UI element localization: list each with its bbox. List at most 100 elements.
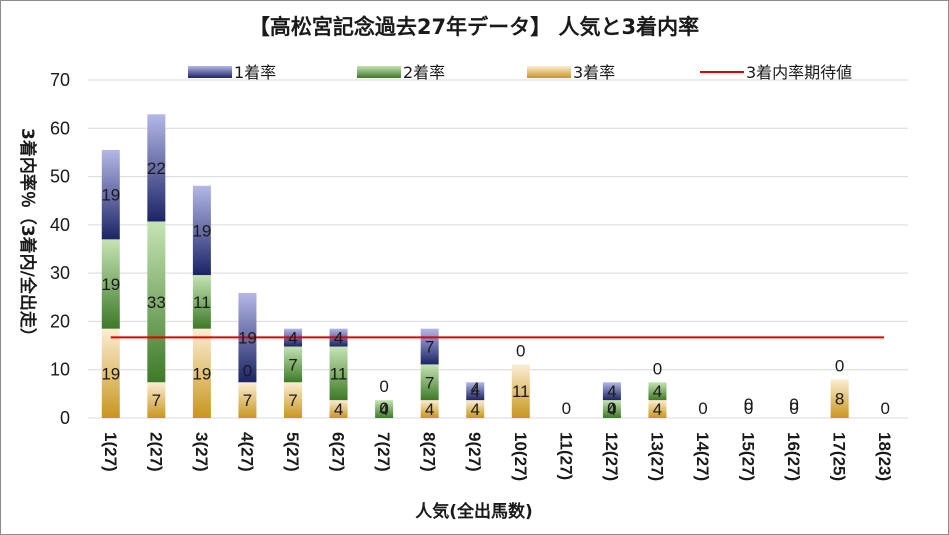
x-tick-label: 10(27) bbox=[511, 432, 530, 481]
data-label: 8 bbox=[835, 390, 844, 409]
x-tick-label: 4(27) bbox=[237, 432, 256, 472]
bar-segment bbox=[830, 379, 849, 418]
y-tick-label: 70 bbox=[50, 70, 70, 90]
data-label: 4 bbox=[425, 400, 434, 419]
x-tick-group: 8(27) bbox=[420, 432, 439, 472]
x-tick-group: 5(27) bbox=[283, 432, 302, 472]
data-label: 0 bbox=[698, 399, 707, 418]
data-label: 0 bbox=[379, 399, 388, 418]
bar-segment bbox=[238, 382, 257, 418]
legend-label: 3着内率期待値 bbox=[746, 63, 852, 82]
data-label: 4 bbox=[607, 400, 616, 419]
data-label: 0 bbox=[835, 356, 844, 375]
bar-segment bbox=[101, 239, 120, 329]
bar-segment bbox=[284, 382, 302, 418]
bar-segment bbox=[192, 275, 211, 329]
data-label: 7 bbox=[425, 338, 434, 357]
x-tick-label: 13(27) bbox=[647, 432, 666, 481]
data-label: 19 bbox=[101, 275, 120, 294]
gridlines bbox=[88, 79, 908, 419]
x-tick-group: 9(27) bbox=[465, 432, 484, 472]
legend-label: 1着率 bbox=[234, 63, 276, 82]
x-tick-label: 9(27) bbox=[465, 432, 484, 472]
data-label: 0 bbox=[880, 399, 889, 418]
data-label: 7 bbox=[152, 391, 161, 410]
data-label: 19 bbox=[192, 221, 211, 240]
data-label: 4 bbox=[470, 382, 479, 401]
bar-segment bbox=[147, 382, 166, 418]
bar-segment bbox=[147, 221, 166, 383]
data-label: 33 bbox=[147, 293, 166, 312]
data-label: 7 bbox=[288, 391, 297, 410]
data-label: 4 bbox=[470, 400, 479, 419]
x-tick-group: 14(27) bbox=[693, 432, 712, 481]
x-axis-label: 人気(全出馬数) bbox=[415, 501, 533, 522]
legend-swatch bbox=[357, 66, 401, 78]
data-label: 4 bbox=[379, 400, 388, 419]
x-tick-label: 1(27) bbox=[101, 432, 120, 472]
bar-segment bbox=[192, 185, 211, 276]
data-label: 0 bbox=[789, 395, 798, 414]
bars bbox=[101, 114, 849, 418]
data-label: 7 bbox=[288, 355, 297, 374]
bar-segment bbox=[420, 400, 439, 418]
bar-segment bbox=[648, 400, 667, 418]
data-label: 4 bbox=[334, 329, 343, 348]
y-tick-label: 60 bbox=[50, 118, 70, 138]
y-tick-label: 40 bbox=[50, 215, 70, 235]
data-label: 7 bbox=[243, 391, 252, 410]
legend: 1着率 2着率 3着率 3着内率期待値 bbox=[188, 63, 852, 82]
data-label: 0 bbox=[243, 361, 252, 380]
data-label: 11 bbox=[330, 364, 348, 383]
y-tick-label: 20 bbox=[50, 311, 70, 331]
data-label: 0 bbox=[653, 359, 662, 378]
data-label: 19 bbox=[192, 364, 211, 383]
x-tick-label: 16(27) bbox=[784, 432, 803, 481]
legend-label: 3着率 bbox=[573, 63, 615, 82]
legend-swatch bbox=[188, 66, 232, 78]
x-tick-group: 13(27) bbox=[647, 432, 666, 481]
y-tick-label: 50 bbox=[50, 167, 70, 187]
data-label: 0 bbox=[744, 399, 753, 418]
bar-segment bbox=[466, 400, 485, 418]
x-tick-group: 10(27) bbox=[511, 432, 530, 481]
bar-segment bbox=[648, 382, 667, 401]
y-tick-label: 30 bbox=[50, 263, 70, 283]
x-tick-label: 8(27) bbox=[420, 432, 439, 472]
data-label: 7 bbox=[425, 373, 434, 392]
bar-segment bbox=[375, 400, 394, 418]
bar-segment bbox=[511, 364, 530, 418]
x-tick-label: 18(23) bbox=[875, 432, 894, 481]
bar-segment bbox=[602, 382, 621, 401]
legend-swatch bbox=[527, 66, 571, 78]
y-tick-label: 0 bbox=[60, 408, 70, 428]
legend-label: 2着率 bbox=[403, 63, 445, 82]
data-label: 22 bbox=[147, 159, 166, 178]
x-tick-group: 18(23) bbox=[875, 432, 894, 481]
data-label: 4 bbox=[653, 382, 662, 401]
data-label: 0 bbox=[379, 377, 388, 396]
bar-segment bbox=[602, 400, 621, 418]
bar-segment bbox=[284, 346, 302, 383]
x-tick-group: 17(25) bbox=[830, 432, 849, 481]
data-label: 4 bbox=[470, 379, 479, 398]
data-label: 0 bbox=[562, 399, 571, 418]
x-tick-group: 11(27) bbox=[556, 432, 575, 480]
bar-segment bbox=[466, 382, 485, 401]
data-label: 0 bbox=[789, 399, 798, 418]
chart-title: 【高松宮記念過去27年データ】 人気と3着内率 bbox=[249, 15, 699, 39]
x-tick-label: 3(27) bbox=[192, 432, 211, 472]
x-tick-label: 15(27) bbox=[739, 432, 758, 481]
x-tick-group: 12(27) bbox=[602, 432, 621, 481]
x-tick-label: 2(27) bbox=[146, 432, 165, 472]
x-axis: 1(27) 2(27) 3(27) 4(27) 5(27) 6(27) 7(27) 8(27)… bbox=[101, 432, 894, 481]
x-tick-label: 6(27) bbox=[329, 432, 348, 472]
y-axis: 0 10 20 30 40 50 60 70 bbox=[50, 70, 70, 428]
x-tick-group: 4(27) bbox=[237, 432, 256, 472]
x-tick-label: 5(27) bbox=[283, 432, 302, 472]
bar-segment bbox=[420, 364, 439, 401]
y-tick-label: 10 bbox=[50, 360, 70, 380]
x-tick-group: 3(27) bbox=[192, 432, 211, 472]
